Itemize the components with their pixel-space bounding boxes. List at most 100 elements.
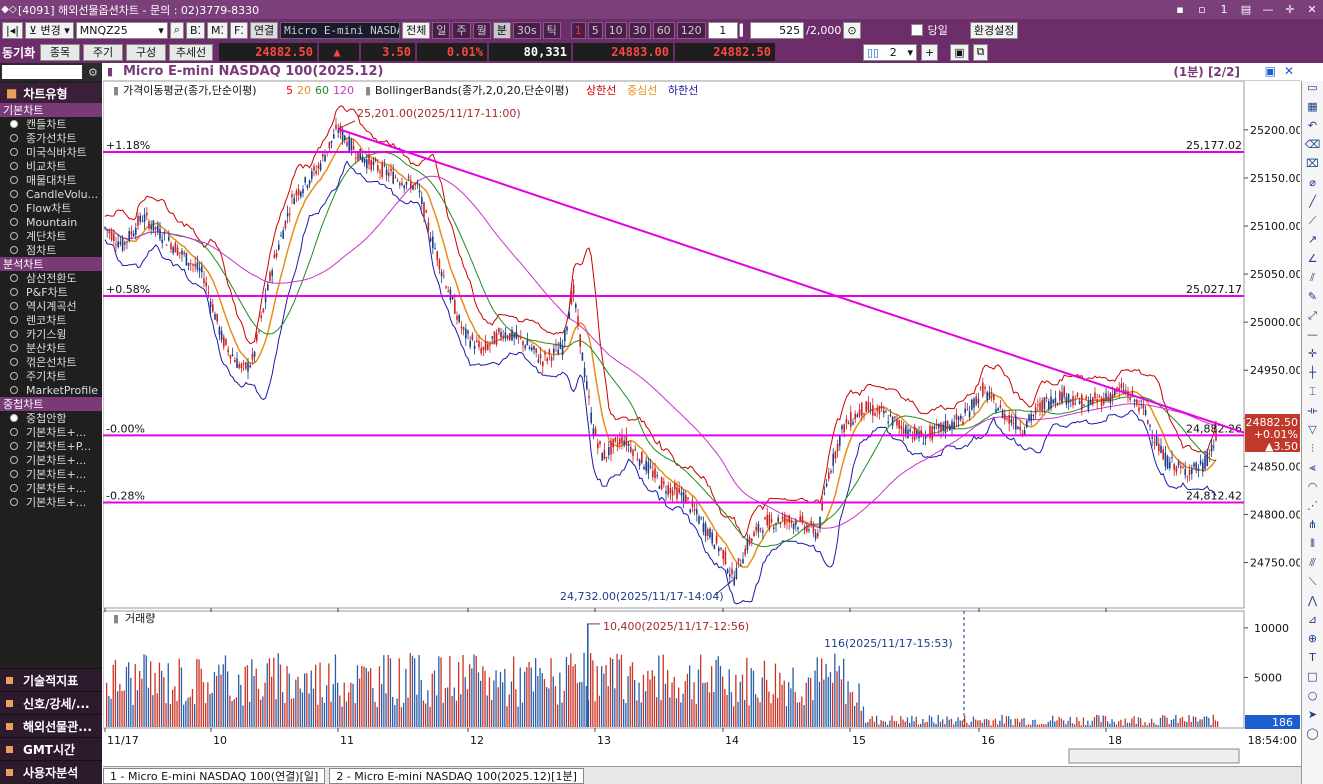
price-chart[interactable]: +1.18% 25,177.02 +0.58% 25,027.17 -0.00% 24,8… [103, 81, 1300, 766]
m-button[interactable]: M ⁚ [207, 21, 228, 39]
sidebar-bottom-item[interactable]: 해외선물관... [0, 714, 102, 737]
save-icon[interactable]: ▣ [950, 43, 969, 61]
sidebar-item[interactable]: 미국식바차트 [0, 145, 102, 159]
sidebar-item[interactable]: 꺾은선차트 [0, 355, 102, 369]
display-count-input[interactable]: 525 [750, 21, 805, 39]
interval-30[interactable]: 30 [628, 21, 651, 39]
vline-tool-icon[interactable]: ┼ [1309, 366, 1316, 379]
move-button[interactable]: ✛ [1285, 3, 1295, 16]
sidebar-item[interactable]: Mountain [0, 215, 102, 229]
sidebar-section-title[interactable]: 중첩차트 [0, 397, 102, 411]
fibo-fan-tool-icon[interactable]: ⫷ [1309, 461, 1316, 474]
sidebar-item[interactable]: 캔들차트 [0, 117, 102, 131]
channel-tool-icon[interactable]: ⫽ [1310, 271, 1315, 284]
interval-5[interactable]: 5 [587, 21, 603, 39]
sidebar-bottom-item[interactable]: 신호/강세/... [0, 691, 102, 714]
trend-line-segment[interactable] [337, 127, 1245, 434]
undo-tool-icon[interactable]: ↶ [1307, 119, 1318, 132]
ellipse-tool-icon[interactable]: ○ [1307, 689, 1318, 702]
cycle-tool-icon[interactable]: ⦀ [1310, 537, 1315, 550]
sidebar-item[interactable]: 삼선전환도 [0, 271, 102, 285]
period-month[interactable]: 월 [472, 21, 491, 39]
grid-tool-icon[interactable]: ▦ [1307, 100, 1318, 113]
rectangle-tool-icon[interactable]: □ [1307, 670, 1318, 683]
gann-tool-icon[interactable]: ⋰ [1307, 499, 1318, 512]
sidebar-item[interactable]: Flow차트 [0, 201, 102, 215]
sidebar-item[interactable]: P&F차트 [0, 285, 102, 299]
sidebar-item[interactable]: 렌코차트 [0, 313, 102, 327]
sidebar-item[interactable]: 기본차트+... [0, 453, 102, 467]
sidebar-item[interactable]: 점차트 [0, 243, 102, 257]
sidebar-item[interactable]: 기본차트+P... [0, 439, 102, 453]
sidebar-section-title[interactable]: 기본차트 [0, 103, 102, 117]
search-symbol-icon[interactable]: ⌕ [169, 21, 184, 39]
copy-icon[interactable]: ⧉ [972, 43, 989, 61]
period-tick[interactable]: 틱 [542, 21, 561, 39]
close-chart-icon[interactable]: ✕ [1283, 64, 1294, 78]
zoom-icon[interactable]: ⊙ [843, 21, 861, 39]
trendline-tool-icon[interactable]: ↗ [1307, 233, 1318, 246]
pencil-tool-icon[interactable]: ✎ [1307, 290, 1318, 303]
sidebar-item[interactable]: 기본차트+... [0, 467, 102, 481]
sidebar-header[interactable]: ■ 차트유형 [0, 83, 102, 103]
gear-icon[interactable]: ⚙ [88, 65, 98, 79]
pitchfork-tool-icon[interactable]: ⋔ [1307, 518, 1318, 531]
minimize-button[interactable]: — [1262, 3, 1274, 16]
sidebar-item[interactable]: 분산차트 [0, 341, 102, 355]
add-chart-icon[interactable]: + [921, 43, 939, 61]
today-checkbox[interactable] [910, 24, 923, 36]
extend-line-tool-icon[interactable]: ⤢ [1308, 309, 1317, 322]
period-day[interactable]: 일 [432, 21, 451, 39]
sidebar-item[interactable]: CandleVolu... [0, 187, 102, 201]
period-tool-icon[interactable]: ⟛ [1307, 404, 1318, 417]
angle-tool-icon[interactable]: ∠ [1307, 252, 1318, 265]
regression-tool-icon[interactable]: ⟍ [1308, 575, 1317, 588]
text-tool-icon[interactable]: T [1309, 651, 1316, 664]
sidebar-item[interactable]: MarketProfile [0, 383, 102, 397]
window-float-icon[interactable]: ▫ [1198, 3, 1206, 16]
sidebar-item[interactable]: 매물대차트 [0, 173, 102, 187]
trend-line[interactable] [337, 120, 1245, 596]
tab-chart-2[interactable]: 2 - Micro E-mini NASDAQ 100(2025.12)[1분] [329, 767, 584, 784]
compose-tab-button[interactable]: 구성 [126, 43, 166, 61]
settings-button[interactable]: 환경설정 [969, 21, 1019, 39]
maximize-chart-icon[interactable]: ▣ [1264, 64, 1276, 78]
sidebar-item[interactable]: 기본차트+... [0, 425, 102, 439]
eraser-tool-icon[interactable]: ⌀ [1309, 176, 1316, 189]
interval-120[interactable]: 120 [676, 21, 706, 39]
target-tool-icon[interactable]: ⊕ [1307, 632, 1318, 645]
period-minute[interactable]: 분 [492, 21, 511, 39]
mode-select[interactable]: ⊻ 변경 ▾ [24, 21, 74, 39]
window-pin-icon[interactable]: ▪ [1176, 3, 1184, 16]
layout-select[interactable]: ▯▯ 2 ▾ [863, 43, 917, 61]
sidebar-item[interactable]: 종가선차트 [0, 131, 102, 145]
circle-tool-icon[interactable]: ◯ [1306, 727, 1319, 740]
sidebar-section-title[interactable]: 분석차트 [0, 257, 102, 271]
ray-tool-icon[interactable]: ⟋ [1308, 214, 1317, 227]
interval-60[interactable]: 60 [652, 21, 675, 39]
crosshair-tool-icon[interactable]: ✛ [1307, 347, 1318, 360]
sidebar-item[interactable]: 계단차트 [0, 229, 102, 243]
layout-toggle-icon[interactable]: |◂| [2, 21, 23, 39]
chart-scrollbar[interactable] [1068, 748, 1240, 764]
b-button[interactable]: B ⁚ [185, 21, 205, 39]
sidebar-item[interactable]: 카기스윙 [0, 327, 102, 341]
symbol-input[interactable]: MNQZ25 ▾ [75, 21, 168, 39]
sidebar-item[interactable]: 기본차트+... [0, 495, 102, 509]
interval-10[interactable]: 10 [604, 21, 627, 39]
close-button[interactable]: ✕ [1307, 3, 1317, 16]
arc-tool-icon[interactable]: ◠ [1307, 480, 1318, 493]
tab-chart-1[interactable]: 1 - Micro E-mini NASDAQ 100(연결)[일] [103, 767, 326, 784]
measure-tool-icon[interactable]: ⊿ [1307, 613, 1318, 626]
period-30s[interactable]: 30s [512, 21, 541, 39]
window-number-icon[interactable]: 1 [1220, 3, 1228, 16]
f-button[interactable]: F ⁚ [230, 21, 248, 39]
trendline-tab-button[interactable]: 추세선 [169, 43, 213, 61]
sidebar-search-input[interactable] [2, 65, 82, 79]
period-week[interactable]: 주 [452, 21, 471, 39]
window-grid-icon[interactable]: ▤ [1240, 3, 1252, 16]
sidebar-item[interactable]: 중첩안함 [0, 411, 102, 425]
fibo-tool-icon[interactable]: ⫶ [1311, 442, 1314, 455]
delete-all-tool-icon[interactable]: ⌧ [1306, 157, 1319, 170]
bracket-tool-icon[interactable]: ⌶ [1309, 385, 1316, 398]
